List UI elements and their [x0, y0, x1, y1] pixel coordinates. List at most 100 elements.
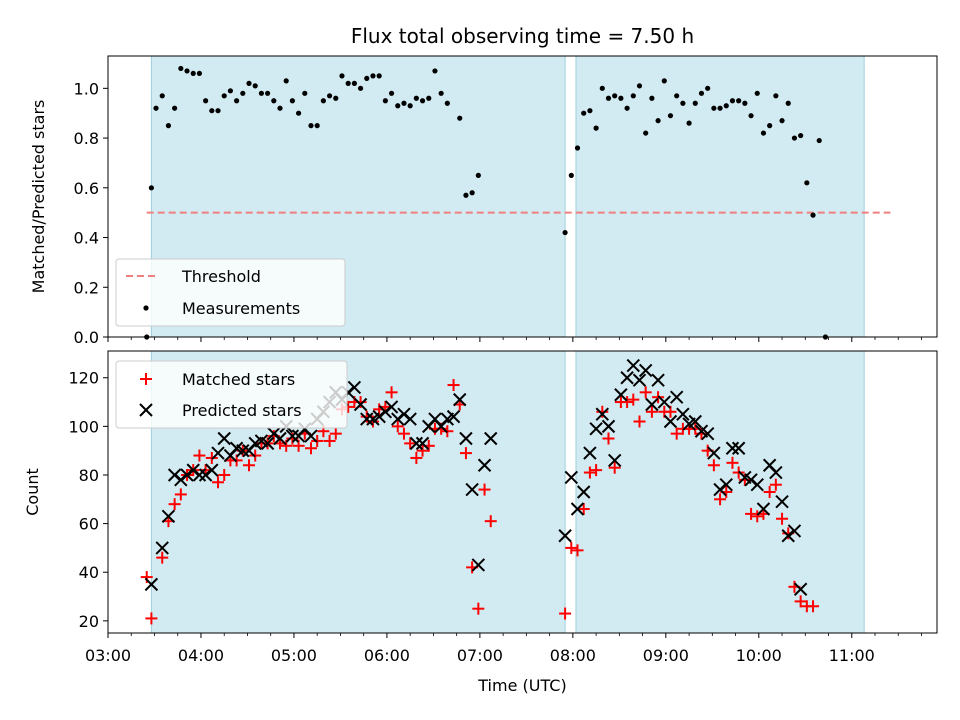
measurement-point [289, 98, 295, 104]
measurement-point [258, 90, 265, 96]
measurement-point [636, 83, 643, 89]
measurement-point [432, 68, 438, 74]
predicted-star-point [236, 443, 250, 458]
measurement-point [661, 78, 667, 84]
ratio-panel: 0.0 0.2 0.4 0.6 0.8 1.0 Flux total observing … [29, 24, 938, 347]
measurement-point [370, 73, 376, 79]
x-tick-label: 08:00 [550, 646, 596, 665]
matched-star-point [714, 493, 727, 506]
time-x-axis: 03:00 04:00 05:00 06:00 07:00 08:00 09:00 10:00… [85, 633, 922, 665]
x-tick-label: 10:00 [736, 646, 782, 665]
measurement-point [178, 65, 184, 72]
predicted-star-point [459, 431, 473, 446]
predicted-star-point [477, 458, 492, 472]
measurement-point [382, 98, 388, 104]
predicted-star-point [155, 541, 169, 555]
measurement-point [184, 68, 190, 74]
measurement-point [271, 98, 277, 104]
measurement-point [438, 90, 444, 96]
predicted-star-point [446, 409, 461, 424]
predicted-star-point [384, 400, 399, 414]
measurement-point [302, 90, 308, 96]
predicted-star-point [688, 414, 702, 429]
time-x-axis-label: Time (UTC) [477, 676, 566, 695]
predicted-star-point [465, 482, 479, 497]
matched-star-point [583, 466, 596, 479]
y-tick-label: 40 [79, 563, 99, 582]
matched-star-point [385, 386, 398, 399]
matched-star-point [571, 544, 584, 557]
legend-predicted-label: Predicted stars [182, 401, 302, 420]
predicted-star-point [570, 502, 585, 516]
predicted-star-point [657, 395, 671, 409]
measurement-point [680, 100, 686, 106]
predicted-star-point [793, 582, 808, 596]
predicted-star-point [144, 577, 159, 592]
measurement-point [612, 93, 618, 99]
measurement-point [376, 73, 382, 79]
matched-star-point [174, 488, 187, 501]
predicted-star-point [347, 380, 362, 395]
predicted-star-point [205, 463, 219, 477]
predicted-star-point [638, 363, 653, 378]
predicted-star-point [787, 524, 802, 538]
measurement-point [574, 145, 581, 151]
predicted-star-point [651, 373, 665, 387]
matched-star-point [769, 478, 782, 491]
measurement-point [810, 212, 816, 218]
y-tick-label: 120 [68, 369, 99, 388]
predicted-star-point [589, 422, 603, 436]
measurement-point [172, 105, 178, 111]
measurement-point [599, 85, 605, 91]
measurement-point [333, 95, 339, 101]
matched-star-point [484, 515, 497, 528]
predicted-star-point [731, 441, 746, 455]
measurement-point [345, 80, 351, 86]
matched-star-point [478, 483, 491, 496]
measurement-point [475, 172, 481, 178]
y-tick-label: 60 [79, 515, 99, 534]
matched-star-point [763, 486, 776, 498]
measurement-point [729, 98, 736, 104]
x-tick-label: 04:00 [178, 646, 224, 665]
matched-star-point [212, 476, 225, 489]
measurement-point [748, 113, 754, 119]
measurement-point [252, 83, 258, 89]
matched-star-point [807, 600, 820, 613]
predicted-star-point [161, 509, 176, 524]
measurement-point [630, 93, 636, 99]
matched-star-point [218, 468, 231, 481]
measurement-point [246, 80, 252, 86]
matched-star-point [608, 461, 621, 474]
matched-star-point [329, 427, 342, 440]
measurement-point [618, 95, 624, 101]
predicted-star-point [260, 436, 275, 451]
x-tick-label: 11:00 [829, 646, 875, 665]
measurement-point [717, 105, 723, 111]
ratio-y-axis-label: Matched/Predicted stars [29, 100, 48, 294]
measurement-point [686, 120, 692, 126]
measurement-point [649, 95, 655, 101]
measurement-point [655, 118, 661, 124]
matched-star-point [602, 432, 615, 445]
y-tick-label: 100 [68, 417, 99, 436]
predicted-star-point [403, 412, 417, 426]
ratio-legend: Threshold Measurements [115, 258, 346, 327]
matched-star-point [707, 459, 720, 472]
measurement-point [426, 95, 432, 101]
matched-star-point [577, 503, 590, 516]
measurement-point [593, 125, 599, 131]
matched-star-point [304, 442, 317, 455]
matched-star-point [590, 464, 603, 477]
predicted-star-point [211, 446, 225, 460]
measurement-point [388, 90, 395, 96]
measurement-point [791, 135, 798, 141]
matched-star-point [410, 451, 423, 464]
predicted-star-point [614, 388, 628, 402]
matched-star-point [447, 379, 460, 392]
measurement-point [357, 85, 364, 91]
y-tick-label: 0.2 [74, 278, 99, 297]
predicted-star-point [676, 407, 690, 421]
legend-measurements-swatch [143, 305, 149, 311]
predicted-star-point [626, 358, 640, 373]
